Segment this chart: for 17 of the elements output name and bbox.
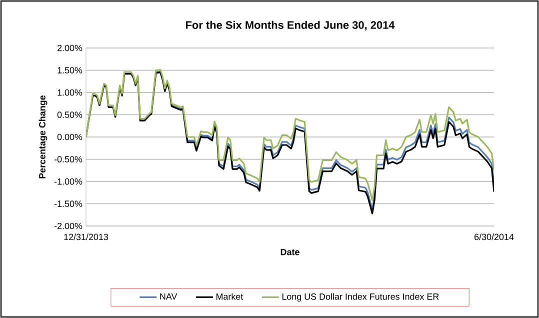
y-axis-title: Percentage Change (38, 95, 48, 178)
y-tick-label: -0.50% (54, 156, 82, 162)
x-tick-label: 12/31/2013 (64, 234, 108, 240)
legend-label: Market (216, 293, 244, 300)
legend-label: Long US Dollar Index Futures Index ER (282, 293, 439, 302)
y-tick-label: 0.50% (57, 112, 82, 118)
y-tick-label: 1.50% (58, 67, 82, 74)
chart-title: For the Six Months Ended June 30, 2014 (186, 20, 395, 31)
legend-label: NAV (160, 293, 178, 300)
y-tick-label: -1.00% (54, 178, 82, 185)
y-tick-label: 1.00% (58, 89, 82, 96)
y-tick-label: 2.00% (58, 44, 82, 52)
y-tick-label: 0.00% (57, 134, 82, 140)
x-tick-label: 6/30/2014 (474, 234, 514, 240)
x-axis-title: Date (280, 248, 300, 256)
y-tick-label: -2.00% (54, 222, 82, 230)
y-tick-label: -1.50% (54, 200, 82, 207)
